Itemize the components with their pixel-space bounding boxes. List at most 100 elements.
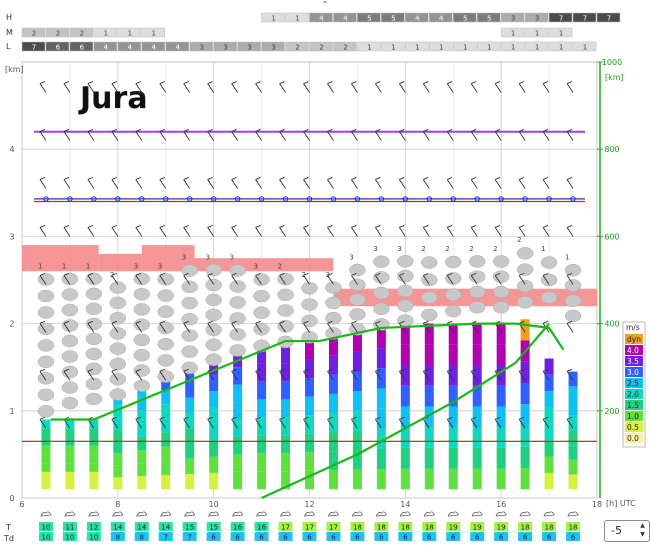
stepper-up-icon[interactable]: ▲ [640,522,645,529]
cumulus-puff [468,285,486,299]
cloud-cell-low [429,41,453,52]
wind-barb-flag [183,272,189,276]
wind-barb [87,272,95,285]
wind-barb [279,320,286,333]
thermal-segment [352,430,362,451]
wind-barb [327,129,334,141]
wind-barb-flag [566,129,573,132]
cloud-cell-value-middle: 1 [535,30,539,38]
offset-stepper[interactable]: -5 ▲ ▼ [604,520,650,542]
wind-barb-flag [39,320,46,324]
thermal-segment [41,463,51,472]
wind-barb [422,129,430,141]
wind-barb [518,368,526,381]
wind-barb [446,272,454,285]
cumulus-puff [205,278,222,292]
wind-barb [494,81,502,93]
wind-barb [135,129,143,141]
wind-barb-flag [375,320,381,324]
thermal-segment [161,390,171,405]
thermal-segment [41,480,51,490]
wind-barb-flag [159,368,165,372]
wind-barb-staff [422,83,430,93]
dewpoint-value: 10 [41,534,50,542]
y2-tick-label: 800 [604,145,619,154]
wind-barb-staff [542,179,550,189]
thermal-segment [352,469,362,490]
temperature-value: 19 [449,524,458,532]
cloud-cover-rows: 1 1 4 4 5 5 4 4 5 5 3 3 7 7 7 2 2 2 1 1 1 1 1 1 7 6 6 4 4 4 4 3 3 3 3 2 2 2 1 1… [21,12,621,52]
thermal-segment [113,441,123,454]
wind-barb-staff [207,227,215,237]
thermal-segment [352,450,362,470]
wind-barb [207,416,215,429]
dewpoint-cell [494,532,509,541]
thermal-segment [185,397,195,413]
thermal-segment [376,348,386,369]
wind-barb-flag [375,416,381,420]
cloud-icon [112,511,124,517]
cumulus-puff [157,354,174,367]
wind-barbs [39,81,574,429]
wind-barb-flag [518,416,525,420]
inversion-layer [22,245,99,272]
cumulus-octas: 3 [182,254,186,262]
wind-barb-staff [470,131,478,141]
temperature-cell [110,522,125,531]
x-tick-label: 6 [19,500,24,509]
wind-barb-staff [135,323,143,333]
legend-swatch [625,367,643,377]
cloud-cell-value-low: 1 [559,44,563,52]
y2-tick-label: 600 [604,232,619,241]
wind-barb-staff [446,83,454,93]
cumulus-octas: 1 [541,245,545,253]
wind-barb-flag [542,224,549,228]
wind-barb-flag [447,320,453,324]
wind-barb-flag [494,177,501,180]
wind-barb-flag [111,416,118,420]
collapse-arrow-icon[interactable]: ⌃ [322,0,329,9]
cloud-cell-low [500,41,525,52]
wind-barb [231,177,238,189]
wind-barb-flag [231,224,237,228]
wind-barb [279,416,286,429]
wind-barb-staff [111,275,119,285]
cloud-cell-low [309,41,333,52]
legend-swatch [625,433,643,443]
stepper-down-icon[interactable]: ▼ [640,531,645,538]
dewpoint-value: 8 [116,534,120,542]
thermal-columns [41,319,578,490]
wind-barb [135,224,143,237]
thermal-segment [568,430,578,446]
wind-barb-staff [255,179,262,189]
wind-barb-staff [494,371,502,381]
wind-barb-staff [422,131,430,141]
wind-barb-flag [231,177,237,180]
thermal-segment [472,344,482,366]
temperature-value: 14 [137,524,146,532]
cloud-icon [64,511,76,517]
thermal-segment [161,375,171,391]
cumulus-puff [468,270,486,283]
wind-barb-staff [111,83,119,93]
wind-barb-flag [87,81,94,84]
cloud-cell-value-high: 1 [295,15,299,23]
wind-barb [494,224,502,237]
wind-barb [63,129,71,141]
wind-barb-staff [231,83,238,93]
wind-barb-flag [351,272,357,276]
dewpoint-cell [518,532,533,541]
temperature-cell [182,522,197,531]
wind-barb-flag [255,320,261,324]
level-marker-dot [450,196,456,202]
wind-barb-flag [327,177,333,180]
cumulus-puff [229,328,246,341]
wind-barb-staff [303,83,310,93]
thermal-segment [41,454,51,464]
dewpoint-cell [230,532,245,541]
cumulus-octas: 1 [86,262,90,270]
wind-barb [566,416,574,429]
wind-barb [255,272,262,285]
dewpoint-cell [350,532,365,541]
cumulus-puff [564,279,582,292]
